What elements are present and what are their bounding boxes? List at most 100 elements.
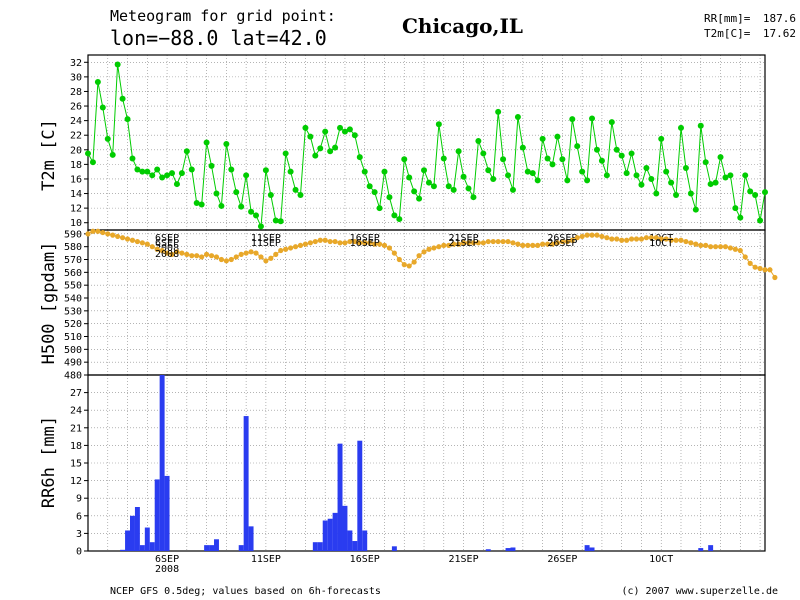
t2m-point [346,126,353,133]
rr6h-bar [510,547,516,551]
rr6h-bar [362,530,368,551]
t2m-point [524,168,531,175]
t2m-point [564,177,571,184]
t2m-ytick-label: 10 [70,218,82,229]
h500-point [505,238,511,245]
h500-ytick-label: 520 [64,319,82,330]
t2m-point [312,152,319,159]
t2m-point [85,150,91,157]
h500-point [391,250,397,256]
h500-point [638,236,645,242]
h500-point [426,246,432,252]
h500-point [500,238,506,245]
rr6h-bar [317,542,323,551]
rr6h-bar [209,545,215,551]
t2m-point [702,159,709,166]
h500-point [149,244,155,250]
t2m-xtick-label: 11SEP [251,233,281,244]
t2m-point [203,139,210,146]
t2m-point [406,174,413,181]
stat-rr-label: RR[mm]= [704,12,751,25]
h500-ytick-label: 560 [64,268,82,279]
rr6h-xtick-year: 2008 [155,564,179,575]
rr6h-ytick-label: 480 [64,371,82,382]
rr6h-bar [708,545,714,551]
h500-point [263,258,269,264]
h500-point [678,237,684,243]
h500-point [525,242,531,248]
h500-point [717,244,724,250]
rr6h-bar [164,475,170,551]
t2m-point [732,205,739,212]
t2m-point [559,156,566,163]
t2m-point [173,181,180,188]
t2m-point [737,214,744,221]
h500-point [520,242,526,248]
t2m-point [539,135,546,142]
t2m-point [742,172,749,179]
rr6h-bar [130,515,135,551]
h500-xtick-label: 16SEP [350,238,380,249]
h500-point [322,237,328,243]
h500-point [456,241,462,247]
h500-point [367,240,373,246]
t2m-point [144,168,151,175]
h500-point [154,246,160,252]
t2m-point [529,170,536,177]
h500-point [134,238,141,245]
t2m-xtick-label: 26SEP [547,233,577,244]
t2m-point [238,203,245,210]
h500-point [446,242,452,248]
t2m-point [643,165,650,172]
h500-ytick-label: 500 [64,345,82,356]
t2m-ytick-label: 12 [70,204,82,215]
h500-point [273,251,279,257]
rr6h-axis-label: RR6h [mm] [39,416,59,508]
t2m-point [500,156,507,163]
t2m-point [104,135,111,142]
h500-point [470,240,477,246]
t2m-point [450,186,457,193]
t2m-ytick-label: 14 [70,189,82,200]
h500-point [628,236,635,242]
h500-point [258,254,264,260]
h500-point [312,238,318,245]
t2m-point [633,172,640,179]
h500-point [737,247,743,254]
h500-point [332,238,338,245]
h500-point [436,244,442,250]
h500-point [490,238,496,245]
rr6h-ytick-label: 6 [76,511,82,522]
t2m-ytick-label: 24 [70,116,82,127]
rr6h-bar [144,527,150,551]
h500-point [767,267,773,273]
h500-point [614,236,620,242]
footer-copyright: (c) 2007 www.superzelle.de [621,586,778,597]
t2m-point [653,190,660,197]
t2m-point [287,168,294,175]
stat-t2m-value: 17.62 [763,27,796,40]
h500-point [668,237,674,243]
t2m-point [159,174,166,181]
t2m-point [188,166,195,173]
t2m-point [307,133,314,140]
t2m-point [682,165,689,172]
t2m-ytick-label: 26 [70,102,82,113]
rr6h-bar [134,507,140,551]
t2m-ytick-label: 30 [70,72,82,83]
t2m-point [598,157,605,164]
h500-point [317,237,323,243]
t2m-point [302,124,309,131]
h500-point [95,228,101,234]
t2m-point [332,144,339,151]
h500-point [327,238,333,245]
h500-xtick-label: 26SEP [547,238,577,249]
h500-ytick-label: 530 [64,306,82,317]
rr6h-bar [248,526,254,551]
h500-point [307,240,313,246]
t2m-point [658,135,665,142]
t2m-point [648,175,655,182]
t2m-point [253,212,260,219]
t2m-point [297,192,304,198]
